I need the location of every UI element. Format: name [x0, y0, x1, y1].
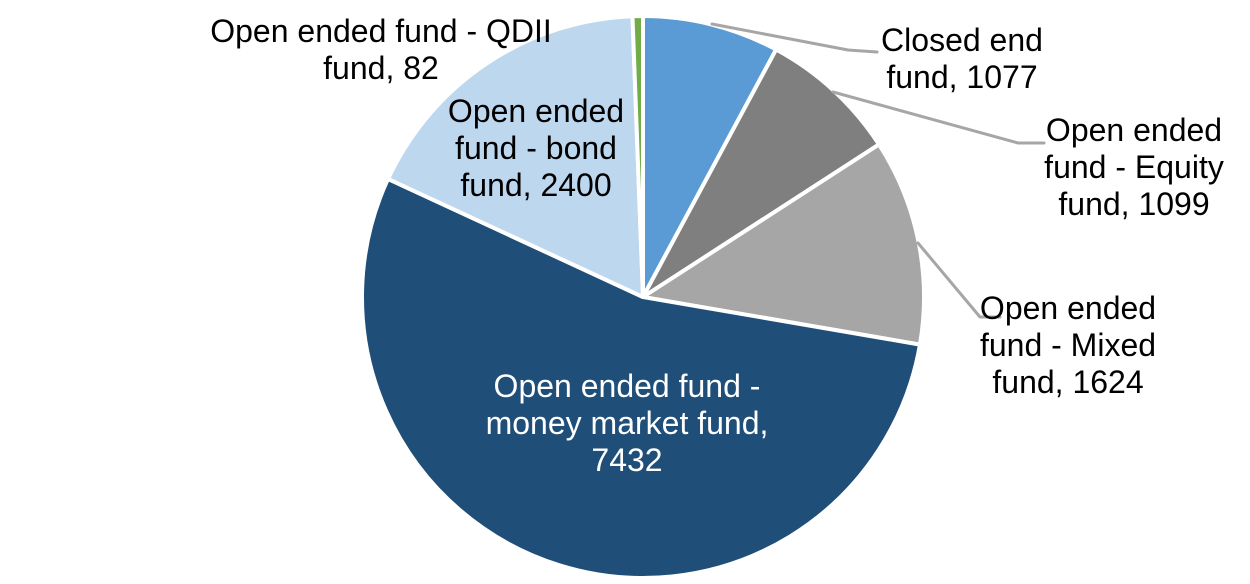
label-line: Closed end — [881, 22, 1043, 58]
label-open-ended-bond-fund: Open ended fund - bond fund, 2400 — [448, 93, 624, 204]
pie-slice-open-ended-equity-fund — [641, 47, 881, 299]
leader-lines-group — [710, 22, 1046, 319]
pie-slice-open-ended-qdii-fund — [630, 14, 645, 299]
pie-slice-open-ended-mixed-fund — [641, 142, 926, 347]
label-line: fund, 82 — [323, 50, 439, 86]
label-line: fund - Mixed — [979, 327, 1157, 363]
leader-line-open-ended-equity-fund — [831, 90, 1046, 145]
label-line: 7432 — [591, 442, 663, 478]
pie-slices-group — [360, 14, 926, 580]
label-line: Open ended — [447, 93, 625, 129]
label-line: fund, 1077 — [886, 59, 1038, 95]
pie-slice-open-ended-bond-fund — [386, 14, 645, 299]
label-open-ended-qdii-fund: Open ended fund - QDII fund, 82 — [210, 13, 552, 87]
label-line: fund, 1624 — [992, 364, 1144, 400]
label-open-ended-equity-fund: Open ended fund - Equity fund, 1099 — [1044, 112, 1224, 223]
label-line: Open ended fund - — [493, 368, 761, 404]
label-open-ended-money-market-fund: Open ended fund - money market fund, 743… — [486, 368, 769, 479]
leader-line-closed-end-fund — [710, 22, 879, 54]
label-line: fund - Equity — [1044, 149, 1224, 185]
leader-line-open-ended-mixed-fund — [916, 241, 1002, 319]
label-line: money market fund, — [485, 405, 769, 441]
label-line: fund, 2400 — [460, 167, 612, 203]
label-line: Open ended fund - QDII — [210, 13, 552, 49]
label-closed-end-fund: Closed end fund, 1077 — [881, 22, 1043, 96]
label-open-ended-mixed-fund: Open ended fund - Mixed fund, 1624 — [980, 290, 1156, 401]
label-line: fund, 1099 — [1058, 186, 1210, 222]
label-line: fund - bond — [455, 130, 617, 166]
pie-slice-open-ended-money-market-fund — [360, 176, 922, 580]
label-line: Open ended — [979, 290, 1157, 326]
label-line: Open ended — [1045, 112, 1223, 148]
